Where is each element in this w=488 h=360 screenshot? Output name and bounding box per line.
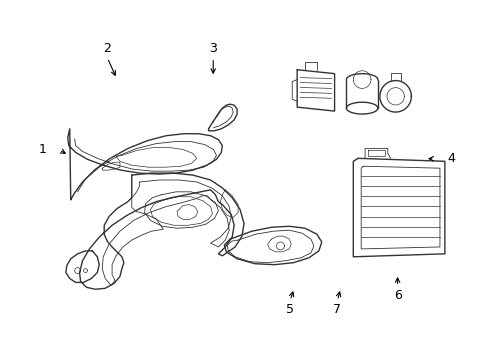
- Text: 2: 2: [103, 42, 111, 55]
- Text: 4: 4: [447, 152, 454, 165]
- Text: 6: 6: [393, 289, 401, 302]
- Text: 3: 3: [209, 42, 217, 55]
- Text: 1: 1: [38, 143, 46, 156]
- Text: 7: 7: [333, 303, 341, 316]
- Text: 5: 5: [285, 303, 294, 316]
